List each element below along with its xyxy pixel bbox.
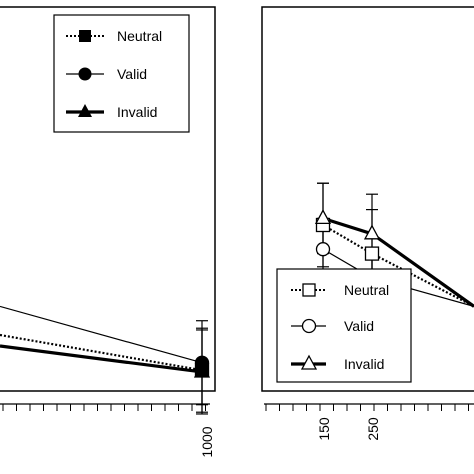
right-point-neutral-1 [364,246,380,261]
right-legend: Neutral Valid Invalid [276,268,412,383]
right-tick-label-150: 150 [316,417,332,441]
right-x-ticks [265,404,469,411]
right-legend-valid-marker [301,318,317,334]
left-legend-invalid-label: Invalid [117,104,157,120]
right-legend-neutral-label: Neutral [344,282,389,298]
left-series-lines [0,305,203,374]
left-line-valid [0,305,203,364]
left-legend-valid-marker [78,67,92,81]
left-line-neutral [0,333,203,372]
left-legend-valid-label: Valid [117,66,147,82]
right-legend-neutral-marker [302,283,316,297]
left-legend-entry-invalid: Invalid [66,104,157,120]
left-legend-entry-valid: Valid [66,66,147,82]
right-point-invalid-0 [314,209,332,225]
right-point-valid-0 [315,242,331,257]
right-legend-valid-label: Valid [344,318,374,334]
right-series-markers [314,182,381,307]
left-legend-neutral-label: Neutral [117,28,162,44]
left-legend-entry-neutral: Neutral [66,28,162,44]
right-legend-entry-invalid: Invalid [291,354,384,372]
right-tick-label-250: 250 [365,417,381,441]
right-plot-frame [261,6,474,392]
right-legend-entry-valid: Valid [291,318,374,334]
right-point-invalid-1 [363,224,381,240]
left-panel: 1000 Neutral Valid Invalid [0,6,216,458]
left-tick-label-1000: 1000 [199,426,215,457]
right-legend-invalid-marker [300,354,318,370]
left-legend-invalid-marker [78,104,92,117]
left-plot-frame [0,6,216,392]
left-series-markers [193,320,211,415]
right-legend-entry-neutral: Neutral [291,282,389,298]
left-point-invalid [193,362,211,378]
left-x-ticks [2,404,206,411]
right-legend-invalid-label: Invalid [344,356,384,372]
left-legend: Neutral Valid Invalid [53,14,190,133]
left-line-invalid [0,344,203,374]
left-legend-neutral-marker [79,30,91,42]
right-panel: 150 250 Neutral Valid Invalid [261,6,474,441]
